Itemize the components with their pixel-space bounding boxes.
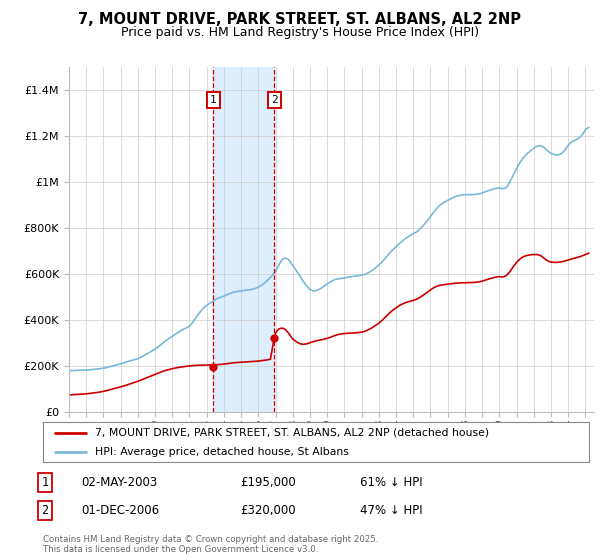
Text: £320,000: £320,000	[240, 504, 296, 517]
Bar	[213, 67, 274, 412]
Text: 7, MOUNT DRIVE, PARK STREET, ST. ALBANS, AL2 2NP (detached house): 7, MOUNT DRIVE, PARK STREET, ST. ALBANS,…	[95, 428, 489, 437]
Text: 2: 2	[271, 95, 278, 105]
Text: 02-MAY-2003: 02-MAY-2003	[81, 476, 157, 489]
Text: HPI: Average price, detached house, St Albans: HPI: Average price, detached house, St A…	[95, 447, 349, 457]
Text: 1: 1	[209, 95, 217, 105]
Text: £195,000: £195,000	[240, 476, 296, 489]
Text: 7, MOUNT DRIVE, PARK STREET, ST. ALBANS, AL2 2NP: 7, MOUNT DRIVE, PARK STREET, ST. ALBANS,…	[79, 12, 521, 27]
Text: 2: 2	[41, 504, 49, 517]
Text: 01-DEC-2006: 01-DEC-2006	[81, 504, 159, 517]
Text: 61% ↓ HPI: 61% ↓ HPI	[360, 476, 422, 489]
Text: Contains HM Land Registry data © Crown copyright and database right 2025.
This d: Contains HM Land Registry data © Crown c…	[43, 535, 379, 554]
Text: Price paid vs. HM Land Registry's House Price Index (HPI): Price paid vs. HM Land Registry's House …	[121, 26, 479, 39]
Text: 47% ↓ HPI: 47% ↓ HPI	[360, 504, 422, 517]
Text: 1: 1	[41, 476, 49, 489]
